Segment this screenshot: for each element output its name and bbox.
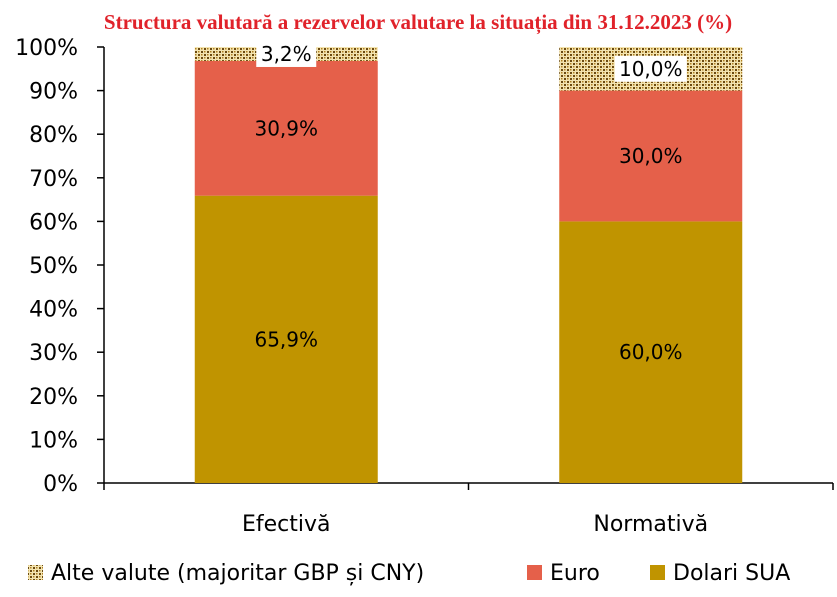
data-label: 60,0% (619, 340, 683, 364)
y-tick-label: 100% (15, 36, 78, 61)
data-label: 10,0% (619, 57, 683, 81)
legend-label: Euro (550, 561, 600, 586)
bar-segment (559, 90, 743, 222)
data-label: 30,0% (619, 144, 683, 168)
legend-swatch (28, 565, 43, 580)
y-tick-label: 40% (29, 298, 78, 323)
y-tick-label: 10% (29, 428, 78, 453)
x-category-label: Efectivă (242, 512, 331, 537)
data-label: 3,2% (261, 42, 312, 66)
y-tick-label: 0% (43, 472, 78, 497)
legend-swatch (527, 565, 542, 580)
y-tick-label: 70% (29, 167, 78, 192)
chart-title: Structura valutară a rezervelor valutare… (104, 10, 732, 35)
y-tick-label: 90% (29, 80, 78, 105)
legend: Alte valute (majoritar GBP și CNY) Euro Do… (28, 561, 790, 586)
data-label: 30,9% (254, 116, 318, 140)
data-label-box (614, 55, 687, 82)
legend-swatch (650, 565, 665, 580)
bars (194, 47, 743, 483)
y-axis: 0% 10% 20% 30% 40% 50% 60% 70% 80% 90% 100% (15, 36, 105, 497)
legend-label: Alte valute (majoritar GBP și CNY) (51, 561, 424, 586)
bar-segment (194, 60, 378, 196)
y-tick-label: 50% (29, 254, 78, 279)
y-tick-label: 60% (29, 210, 78, 235)
data-label-box (256, 40, 317, 67)
bar-segment (559, 221, 743, 483)
x-axis: Efectivă Normativă (103, 482, 834, 537)
y-tick-label: 30% (29, 341, 78, 366)
legend-label: Dolari SUA (673, 561, 790, 586)
y-tick-label: 80% (29, 123, 78, 148)
data-label: 65,9% (254, 327, 318, 351)
y-tick-label: 20% (29, 385, 78, 410)
data-labels: 65,9% 30,9% 3,2% 60,0% 30,0% 10,0% (254, 40, 687, 364)
bar-segment (194, 195, 378, 483)
x-category-label: Normativă (593, 512, 708, 537)
